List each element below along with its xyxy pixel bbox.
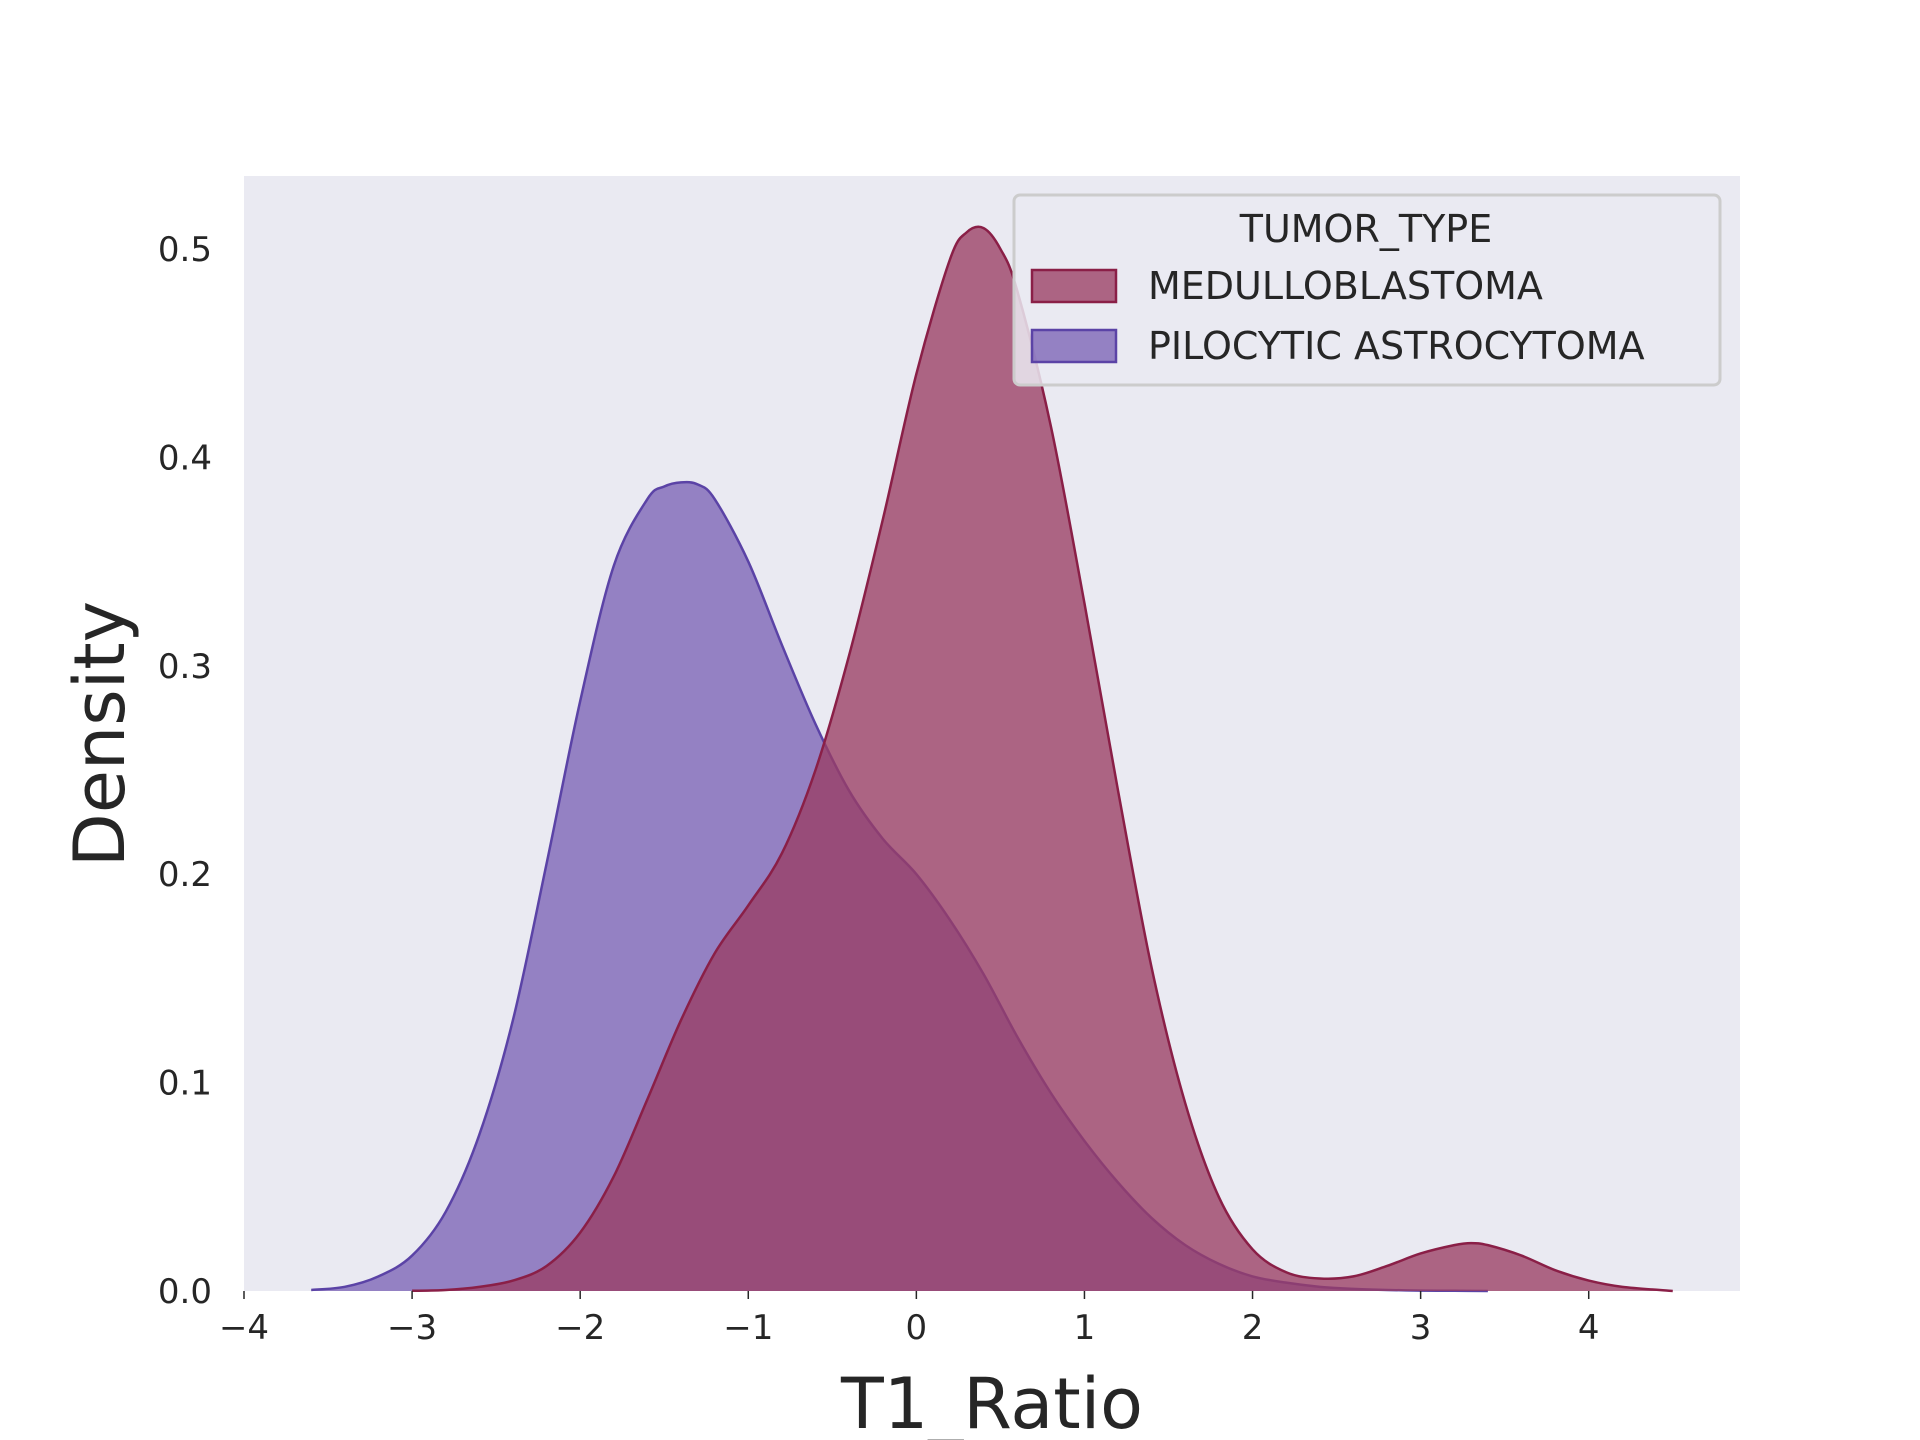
y-axis-ticks: 0.0 0.1 0.2 0.3 0.4 0.5 — [158, 230, 212, 1312]
legend-swatch-medulloblastoma — [1030, 268, 1118, 304]
x-tick-label: −1 — [723, 1308, 773, 1348]
x-tick-label: 1 — [1074, 1308, 1096, 1348]
legend-box — [1012, 193, 1722, 387]
x-tick-label: 4 — [1578, 1308, 1600, 1348]
y-tick-label: 0.4 — [158, 438, 212, 478]
legend-label-pilocytic-astrocytoma: PILOCYTIC ASTROCYTOMA — [1148, 324, 1645, 368]
x-tick-label: 2 — [1242, 1308, 1264, 1348]
x-tick-label: −2 — [555, 1308, 605, 1348]
x-axis-label: T1_Ratio — [840, 1363, 1143, 1440]
legend: TUMOR_TYPE MEDULLOBLASTOMA PILOCYTIC AST… — [1012, 193, 1722, 387]
legend-title: TUMOR_TYPE — [1239, 207, 1492, 251]
x-tick-label: −4 — [219, 1308, 269, 1348]
x-tick-label: 0 — [906, 1308, 928, 1348]
y-tick-label: 0.1 — [158, 1064, 212, 1104]
legend-label-medulloblastoma: MEDULLOBLASTOMA — [1148, 264, 1543, 308]
y-tick-label: 0.0 — [158, 1272, 212, 1312]
y-tick-label: 0.5 — [158, 230, 212, 270]
y-tick-label: 0.3 — [158, 647, 212, 687]
legend-swatch-pilocytic-astrocytoma — [1030, 328, 1118, 364]
y-tick-label: 0.2 — [158, 855, 212, 895]
x-tick-label: 3 — [1410, 1308, 1432, 1348]
x-axis-ticks: −4 −3 −2 −1 0 1 2 3 4 — [219, 1291, 1600, 1348]
kde-area-medulloblastoma — [412, 226, 1673, 1291]
x-tick-label: −3 — [387, 1308, 437, 1348]
y-axis-label: Density — [59, 601, 141, 867]
